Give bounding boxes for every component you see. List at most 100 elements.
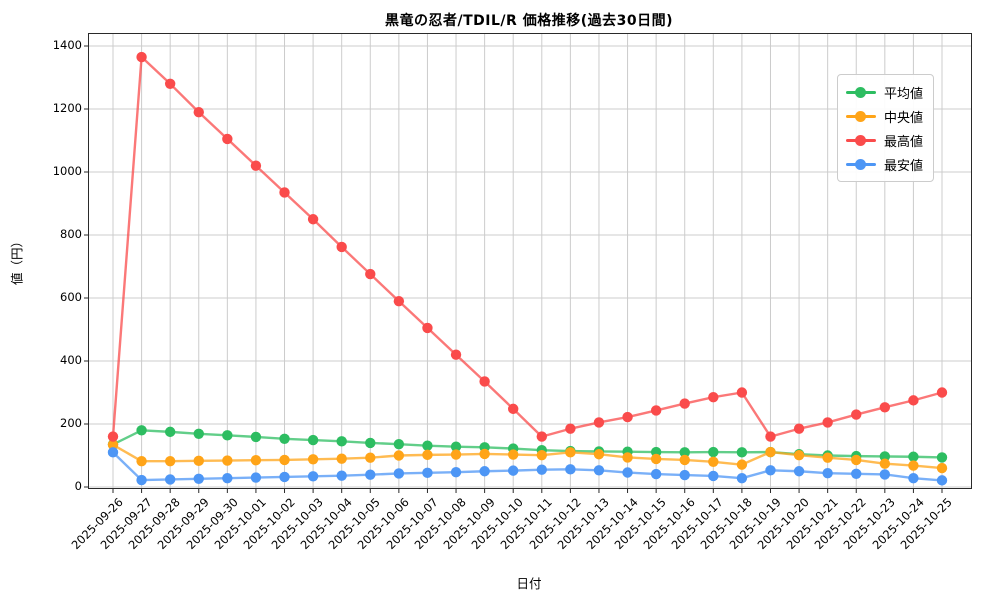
data-point-min <box>708 470 719 482</box>
data-point-median <box>765 446 776 458</box>
data-point-max <box>851 409 862 420</box>
data-point-mean <box>365 437 376 449</box>
data-point-min <box>508 465 519 476</box>
x-axis-label: 日付 <box>516 576 542 591</box>
data-point-median <box>193 455 204 467</box>
data-point-median <box>822 452 833 463</box>
data-point-mean <box>307 434 319 446</box>
data-point-max <box>193 106 204 118</box>
data-point-median <box>851 454 862 466</box>
data-point-max <box>279 187 290 198</box>
data-point-max <box>450 349 462 360</box>
data-point-max <box>365 268 376 280</box>
data-point-min <box>450 466 462 478</box>
data-point-mean <box>936 452 948 463</box>
y-tick-label: 600 <box>60 290 82 304</box>
data-point-median <box>736 459 748 470</box>
data-point-min <box>164 474 176 485</box>
data-point-max <box>708 392 719 403</box>
data-point-min <box>650 468 662 480</box>
series-line-mean <box>112 429 943 459</box>
y-tick-label: 0 <box>74 479 82 493</box>
data-point-min <box>793 466 805 477</box>
legend-dot-icon <box>855 158 867 170</box>
data-point-max <box>822 417 833 428</box>
data-point-mean <box>279 433 290 445</box>
data-point-mean <box>708 446 719 458</box>
data-point-median <box>508 449 519 460</box>
data-point-max <box>879 402 891 413</box>
data-point-max <box>908 395 919 406</box>
legend-item-mean: 平均値 <box>845 80 923 104</box>
data-point-mean <box>250 431 262 443</box>
data-point-mean <box>393 438 405 450</box>
data-point-median <box>279 454 290 466</box>
legend-dot-icon <box>855 86 867 98</box>
data-point-min <box>136 474 147 486</box>
data-point-median <box>107 439 119 450</box>
data-point-min <box>879 469 891 480</box>
legend-dot-icon <box>855 134 867 146</box>
chart-title: 黒竜の忍者/TDIL/R 価格推移(過去30日間) <box>385 13 673 29</box>
data-point-mean <box>222 430 233 441</box>
data-point-min <box>107 447 119 458</box>
data-point-median <box>479 448 490 460</box>
data-point-min <box>736 472 748 484</box>
legend: 平均値 中央値 最高値 最安値 <box>836 74 934 182</box>
data-point-max <box>250 160 262 171</box>
data-point-mean <box>879 451 891 462</box>
data-point-mean <box>164 426 176 438</box>
data-point-min <box>250 472 262 483</box>
data-point-min <box>679 469 690 481</box>
data-point-median <box>393 450 405 461</box>
data-point-min <box>622 467 633 478</box>
data-point-min <box>479 466 490 477</box>
data-point-median <box>536 449 547 461</box>
plot-canvas <box>84 34 971 493</box>
data-point-max <box>393 295 405 307</box>
data-point-max <box>622 411 633 423</box>
y-tick-label: 400 <box>60 353 82 367</box>
data-point-median <box>365 452 376 463</box>
data-point-min <box>365 469 376 480</box>
plot-area: 平均値 中央値 最高値 最安値 <box>84 33 972 493</box>
data-point-mean <box>422 440 433 451</box>
data-point-min <box>593 465 605 476</box>
series-line-max <box>111 55 943 438</box>
legend-marker-mean <box>845 86 876 98</box>
legend-marker-min <box>845 158 876 170</box>
y-tick-label: 1400 <box>52 38 82 52</box>
data-point-min <box>393 468 405 479</box>
y-tick-label: 1200 <box>52 101 82 115</box>
data-point-min <box>422 467 433 479</box>
data-point-median <box>708 456 719 467</box>
data-point-max <box>736 387 748 398</box>
data-point-max <box>565 423 576 434</box>
data-point-median <box>879 458 891 469</box>
data-point-min <box>536 464 547 475</box>
y-axis-label: 値（円） <box>9 234 25 286</box>
data-point-min <box>279 471 290 483</box>
data-point-min <box>765 465 776 476</box>
data-point-median <box>593 449 605 460</box>
legend-item-median: 中央値 <box>845 104 923 128</box>
data-point-max <box>936 387 948 398</box>
data-point-min <box>222 472 233 484</box>
data-point-median <box>250 455 262 466</box>
data-point-max <box>536 431 547 442</box>
data-point-max <box>422 322 433 334</box>
data-point-median <box>565 447 576 458</box>
data-point-mean <box>193 428 204 439</box>
data-point-median <box>450 449 462 460</box>
data-point-mean <box>908 451 919 462</box>
data-point-median <box>622 452 633 463</box>
data-point-median <box>336 453 347 464</box>
data-point-max <box>765 431 776 442</box>
data-point-max <box>593 417 605 428</box>
y-tick-label: 1000 <box>52 164 82 178</box>
data-point-mean <box>736 447 748 458</box>
data-point-max <box>222 133 233 145</box>
legend-label-min: 最安値 <box>883 158 923 174</box>
data-point-min <box>565 464 576 475</box>
data-point-min <box>336 470 347 481</box>
